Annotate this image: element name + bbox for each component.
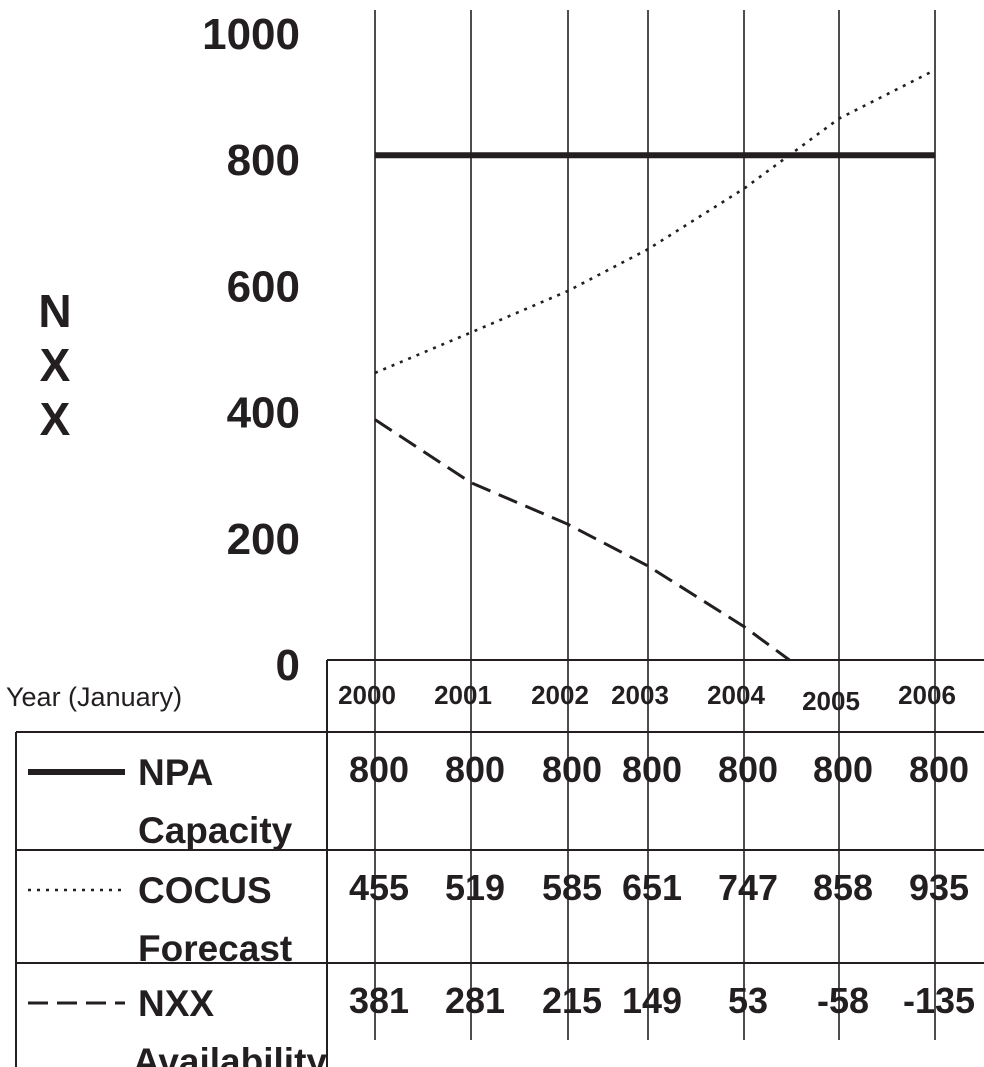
cell-0-0: 800: [349, 749, 409, 790]
year-header-2001: 2001: [434, 680, 492, 710]
year-header-2002: 2002: [531, 680, 589, 710]
row-label-2-0: NXX: [138, 983, 214, 1024]
cell-1-1: 519: [445, 867, 505, 908]
y-axis-ticks: 0 200 400 600 800 1000: [202, 10, 300, 690]
series-line-2: [374, 418, 791, 662]
cell-1-6: 935: [909, 867, 969, 908]
cell-2-3: 149: [622, 980, 682, 1021]
year-header-2003: 2003: [611, 680, 669, 710]
cell-2-0: 381: [349, 980, 409, 1021]
cell-2-6: -135: [903, 980, 975, 1021]
row-label-0-0: NPA: [138, 752, 213, 793]
y-tick-800: 800: [227, 136, 300, 185]
cell-0-1: 800: [445, 749, 505, 790]
table-rows: NPA Capacity 800 800 800 800 800 800 800 COCUS For…: [28, 749, 975, 1067]
row-label-1-1: Forecast: [138, 928, 292, 969]
cell-1-2: 585: [542, 867, 602, 908]
year-header-2004: 2004: [707, 680, 765, 710]
cell-2-1: 281: [445, 980, 505, 1021]
year-header-2005: 2005: [802, 686, 860, 716]
year-header: 2000 2001 2002 2003 2004 2005 2006: [338, 680, 956, 716]
data-table: Year (January) 2000 2001 2002 2003 2004 2005 2…: [6, 659, 984, 1067]
cell-0-5: 800: [813, 749, 873, 790]
cell-1-3: 651: [622, 867, 682, 908]
cell-2-2: 215: [542, 980, 602, 1021]
x-axis-label: Year (January): [6, 682, 182, 712]
row-label-0-1: Capacity: [138, 810, 293, 851]
cell-2-5: -58: [817, 980, 869, 1021]
y-label-letter-2: X: [40, 393, 71, 445]
cell-0-6: 800: [909, 749, 969, 790]
cell-0-3: 800: [622, 749, 682, 790]
y-tick-0: 0: [276, 641, 300, 690]
y-tick-200: 200: [227, 515, 300, 564]
y-label-letter-1: X: [40, 339, 71, 391]
year-header-2000: 2000: [338, 680, 396, 710]
cell-1-4: 747: [718, 867, 778, 908]
series-line-1: [374, 68, 936, 375]
cell-1-5: 858: [813, 867, 873, 908]
series-lines: [374, 68, 936, 662]
y-tick-400: 400: [227, 389, 300, 438]
y-axis-label: NXX: [38, 285, 71, 445]
year-header-2006: 2006: [898, 680, 956, 710]
table-borders: [15, 659, 984, 1067]
y-tick-600: 600: [227, 262, 300, 311]
y-tick-1000: 1000: [202, 10, 300, 59]
row-label-2-1: Availability: [133, 1041, 327, 1067]
cell-0-4: 800: [718, 749, 778, 790]
cell-1-0: 455: [349, 867, 409, 908]
y-label-letter-0: N: [38, 285, 71, 337]
cell-0-2: 800: [542, 749, 602, 790]
row-label-1-0: COCUS: [138, 870, 272, 911]
cell-2-4: 53: [728, 980, 768, 1021]
